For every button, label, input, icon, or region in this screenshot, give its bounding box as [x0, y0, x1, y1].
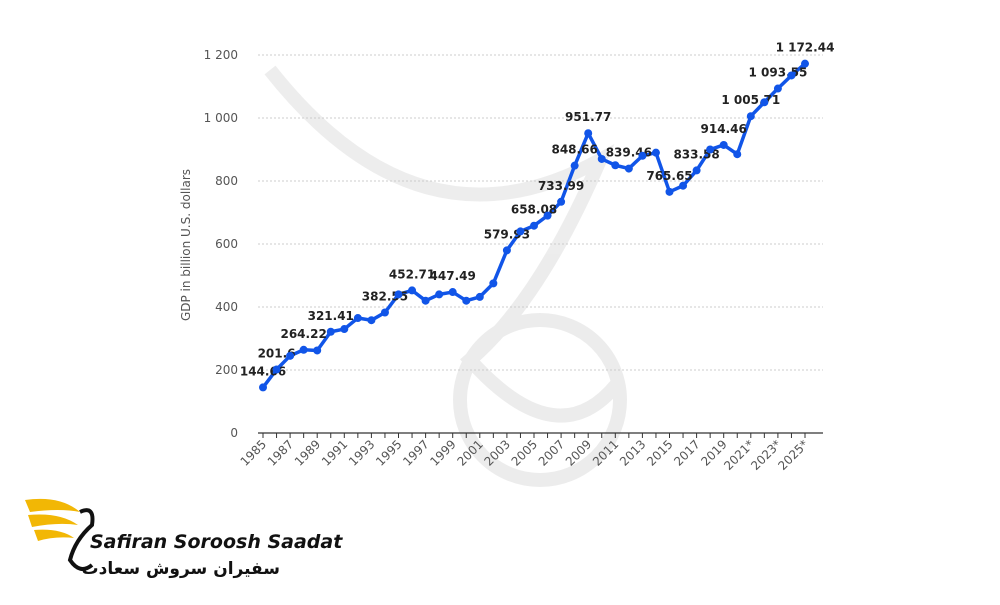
point	[313, 346, 322, 355]
x-tick-label: 1989	[292, 437, 323, 468]
value-label: 951.77	[565, 110, 611, 124]
point	[651, 148, 660, 157]
x-tick-label: 2005	[509, 437, 540, 468]
y-tick-label: 1 200	[204, 48, 238, 62]
point	[516, 227, 525, 236]
point	[787, 71, 796, 80]
value-label: 765.65	[646, 169, 692, 183]
point	[584, 129, 593, 138]
point	[679, 181, 688, 190]
value-label: 201.6	[258, 346, 296, 360]
x-tick-label: 2017	[671, 437, 702, 468]
point	[299, 345, 308, 354]
point	[326, 327, 335, 336]
watermark	[264, 65, 627, 487]
point	[801, 59, 809, 68]
point	[367, 316, 376, 325]
x-tick-label: 2013	[617, 437, 648, 468]
x-tick-label: 2025*	[775, 437, 811, 473]
point	[570, 161, 579, 170]
point	[380, 308, 389, 317]
point	[448, 288, 457, 297]
point	[543, 211, 552, 220]
x-tick-label: 1995	[373, 437, 404, 468]
point	[353, 314, 362, 323]
y-tick-label: 800	[215, 174, 238, 188]
value-label: 447.49	[430, 269, 476, 283]
point	[706, 145, 715, 154]
logo: Safiran Soroosh Saadat سفیران سروش سعادت	[25, 498, 343, 579]
value-label: 321.41	[308, 309, 354, 323]
point	[462, 296, 471, 305]
value-label: 1 172.44	[776, 41, 835, 55]
y-tick-label: 1 000	[204, 111, 238, 125]
point	[340, 325, 349, 334]
point	[597, 154, 606, 163]
x-tick-label: 2011	[590, 437, 621, 468]
point	[502, 246, 511, 255]
point	[475, 292, 484, 301]
value-label: 733.99	[538, 179, 584, 193]
logo-wing	[25, 498, 80, 541]
point	[624, 164, 633, 173]
point	[489, 279, 498, 288]
y-tick-label: 200	[215, 363, 238, 377]
y-tick-label: 0	[230, 426, 238, 440]
y-tick-label: 400	[215, 300, 238, 314]
point	[259, 383, 267, 392]
point	[394, 290, 403, 299]
x-tick-label: 1999	[427, 437, 458, 468]
value-label: 1 005.71	[721, 93, 780, 107]
x-tick-label: 1993	[346, 437, 377, 468]
x-tick-label: 1991	[319, 437, 350, 468]
x-tick-label: 1997	[400, 437, 431, 468]
point	[557, 197, 566, 206]
point	[611, 161, 620, 170]
point	[665, 187, 674, 196]
y-axis-label: GDP in billion U.S. dollars	[179, 169, 193, 321]
y-tick-label: 600	[215, 237, 238, 251]
point	[421, 296, 430, 305]
point	[272, 365, 281, 374]
logo-name: Safiran Soroosh Saadat	[90, 531, 343, 553]
point	[692, 166, 701, 175]
x-tick-label: 2007	[536, 437, 567, 468]
value-label: 914.46	[701, 122, 747, 136]
x-tick-label: 1985	[238, 437, 269, 468]
point	[719, 140, 728, 149]
logo-bird	[67, 508, 95, 571]
point	[638, 151, 647, 160]
point	[408, 286, 417, 295]
point	[733, 150, 742, 159]
point	[746, 112, 755, 121]
value-label: 848.66	[551, 143, 597, 157]
x-tick-label: 1987	[265, 437, 296, 468]
point	[760, 98, 769, 107]
value-label: 452.71	[389, 267, 435, 281]
point	[530, 221, 538, 230]
point	[286, 351, 295, 360]
value-label: 1 093.55	[748, 66, 807, 80]
point	[435, 290, 444, 299]
point	[773, 84, 782, 93]
logo-name-fa: سفیران سروش سعادت	[82, 559, 280, 579]
x-tick-label: 2015	[644, 437, 675, 468]
value-label: 264.22	[280, 327, 326, 341]
